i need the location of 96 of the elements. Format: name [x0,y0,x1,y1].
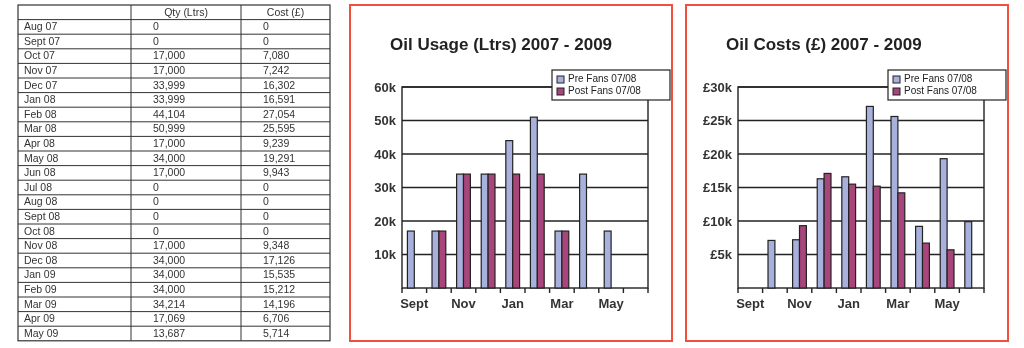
data-label: 17,000 [153,64,186,76]
category-label: Jan 09 [24,268,56,281]
category-label: Mar 08 [24,122,57,135]
data-label: 15,535 [263,268,296,281]
y-tick-label: £25k [703,113,733,129]
legend-label: Pre Fans 07/08 [568,73,637,84]
data-label: 16,302 [263,78,296,91]
data-label: 0 [263,34,269,47]
category-label: Aug 07 [24,20,58,33]
data-label: 0 [153,20,159,33]
x-tick-label: Jan [501,296,524,311]
data-label: 0 [263,224,269,237]
data-label: 0 [153,34,159,47]
data-label: 9,348 [263,239,290,252]
category-label: Jul 08 [24,180,53,193]
category-label: May 08 [24,151,59,164]
x-tick-label: Mar [886,296,910,311]
data-label: 34,000 [153,268,186,281]
data-label: 34,000 [153,253,186,266]
y-tick-label: £20k [703,146,733,162]
data-label: 17,000 [153,239,186,252]
category-label: Jan 08 [24,93,56,106]
x-tick-label: Sept [736,296,766,311]
category-label: Apr 09 [24,312,56,325]
y-tick-label: 50k [374,113,397,129]
category-label: Sept 08 [24,210,61,222]
category-label: Dec 07 [24,78,58,91]
y-tick-label: £15k [703,180,733,196]
data-label: 9,239 [263,137,290,149]
data-label: 33,999 [153,93,186,106]
chart-title: Oil Costs (£) 2007 - 2009 [726,35,922,54]
x-tick-label: Jan [837,296,860,311]
data-label: 50,999 [153,122,186,135]
category-label: Sept 07 [24,34,61,47]
data-label: 25,595 [263,122,296,135]
data-label: 34,214 [153,297,186,310]
category-label: Oct 07 [24,49,56,62]
data-label: 7,080 [263,49,290,62]
data-label: 15,212 [263,283,296,295]
x-tick-label: Mar [550,296,574,311]
category-label: Aug 08 [24,195,58,208]
y-tick-label: 60k [374,79,397,95]
data-label: 34,000 [153,151,186,164]
data-label: 0 [153,224,159,237]
y-tick-label: £10k [703,213,733,229]
data-label: 0 [153,180,159,193]
data-label: 5,714 [263,326,290,339]
x-tick-label: Nov [451,296,477,311]
data-label: 17,069 [153,312,186,325]
data-label: 17,000 [153,49,186,62]
category-label: Apr 08 [24,137,56,149]
y-tick-label: 10k [374,247,397,263]
data-label: 34,000 [153,283,186,295]
data-label: 27,054 [263,107,296,120]
category-label: Dec 08 [24,253,58,266]
data-label: 0 [153,195,159,208]
legend-label: Post Fans 07/08 [568,85,642,96]
x-tick-label: Sept [400,296,430,311]
legend-label: Post Fans 07/08 [904,85,978,96]
category-label: Oct 08 [24,224,56,237]
category-label: Feb 09 [24,283,57,295]
data-label: 0 [263,195,269,208]
legend-label: Pre Fans 07/08 [904,73,973,84]
x-tick-label: Nov [787,296,813,311]
data-label: 17,000 [153,166,186,179]
data-label: 13,687 [153,326,186,339]
category-label: Nov 08 [24,239,58,252]
category-label: Feb 08 [24,107,57,120]
data-label: 0 [263,180,269,193]
data-label: 44,104 [153,107,186,120]
y-tick-label: £30k [703,79,733,95]
data-label: 16,591 [263,93,296,106]
x-tick-label: May [934,296,961,311]
data-label: 7,242 [263,64,290,76]
data-label: 19,291 [263,151,296,164]
data-label: 14,196 [263,297,296,310]
data-label: 33,999 [153,78,186,91]
y-tick-label: 30k [374,180,397,196]
data-label: 0 [153,210,159,222]
data-label: 17,000 [153,137,186,149]
series-label: Qty (Ltrs) [164,5,208,18]
data-label: 0 [263,20,269,33]
data-label: 9,943 [263,166,290,179]
chart-title: Oil Usage (Ltrs) 2007 - 2009 [390,35,613,54]
y-tick-label: 20k [374,213,397,229]
category-label: Mar 09 [24,297,57,310]
category-label: May 09 [24,326,59,339]
y-tick-label: 40k [374,146,397,162]
category-label: Nov 07 [24,64,58,76]
data-label: 6,706 [263,312,290,325]
x-tick-label: May [598,296,625,311]
data-label: 17,126 [263,253,296,266]
y-tick-label: £5k [710,247,733,263]
category-label: Jun 08 [24,166,56,179]
text: Cost (£) [266,5,305,18]
data-label: 0 [263,210,269,222]
